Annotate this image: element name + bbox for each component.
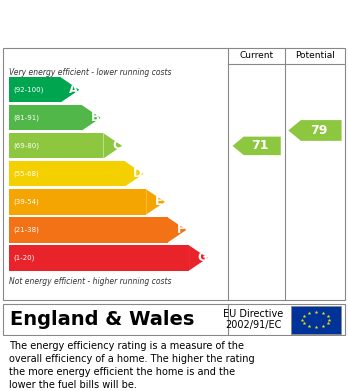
Polygon shape — [168, 217, 186, 242]
Text: (69-80): (69-80) — [13, 143, 39, 149]
Text: (55-68): (55-68) — [13, 170, 39, 177]
Bar — [9, 133, 103, 158]
Text: (1-20): (1-20) — [13, 255, 34, 261]
Text: 71: 71 — [251, 139, 269, 152]
Text: EU Directive
2002/91/EC: EU Directive 2002/91/EC — [223, 309, 283, 330]
Text: The energy efficiency rating is a measure of the
overall efficiency of a home. T: The energy efficiency rating is a measur… — [9, 341, 254, 390]
Text: F: F — [177, 223, 185, 237]
Text: E: E — [155, 196, 163, 208]
Polygon shape — [125, 161, 143, 187]
Polygon shape — [232, 136, 281, 155]
Bar — [9, 189, 146, 215]
Text: (39-54): (39-54) — [13, 199, 39, 205]
Text: (81-91): (81-91) — [13, 115, 39, 121]
Polygon shape — [146, 189, 165, 215]
Text: (21-38): (21-38) — [13, 227, 39, 233]
Text: Energy Efficiency Rating: Energy Efficiency Rating — [10, 15, 220, 30]
Bar — [9, 77, 61, 102]
Text: England & Wales: England & Wales — [10, 310, 195, 329]
Polygon shape — [103, 133, 122, 158]
Text: A: A — [69, 83, 78, 96]
Text: B: B — [90, 111, 100, 124]
Polygon shape — [288, 120, 342, 141]
Bar — [9, 105, 82, 131]
Bar — [291, 306, 341, 334]
Polygon shape — [82, 105, 101, 131]
Polygon shape — [61, 77, 79, 102]
Bar — [9, 161, 125, 187]
Text: G: G — [197, 251, 207, 264]
Text: 79: 79 — [310, 124, 327, 137]
Text: Current: Current — [239, 52, 274, 61]
Text: Very energy efficient - lower running costs: Very energy efficient - lower running co… — [9, 68, 171, 77]
Text: D: D — [133, 167, 143, 180]
Polygon shape — [189, 245, 208, 271]
Text: Not energy efficient - higher running costs: Not energy efficient - higher running co… — [9, 276, 171, 285]
Bar — [9, 245, 189, 271]
Bar — [9, 217, 168, 242]
Text: (92-100): (92-100) — [13, 86, 43, 93]
Text: Potential: Potential — [295, 52, 335, 61]
Text: C: C — [112, 139, 121, 152]
